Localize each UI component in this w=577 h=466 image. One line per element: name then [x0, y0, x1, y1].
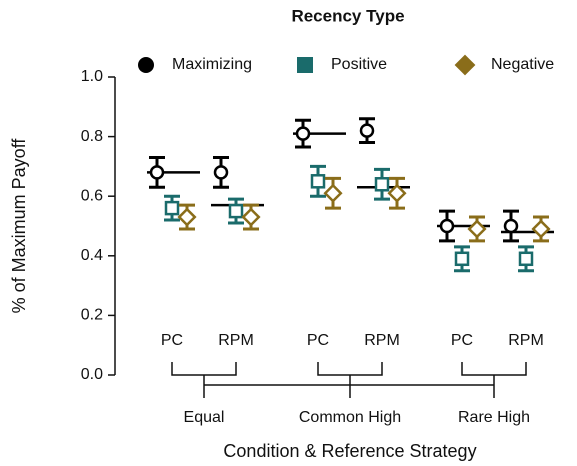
data-point	[164, 200, 180, 216]
data-point	[454, 251, 470, 267]
group-label: Equal	[184, 409, 225, 426]
x-tick-label: PC	[161, 332, 183, 349]
data-point	[359, 123, 375, 138]
group-bracket	[461, 362, 527, 385]
legend-label: Maximizing	[172, 56, 252, 73]
legend-label: Positive	[331, 56, 387, 73]
data-point	[503, 218, 519, 234]
data-point	[323, 183, 343, 203]
legend-marker	[138, 57, 154, 73]
group-label: Rare High	[458, 409, 530, 426]
x-tick-label: PC	[451, 332, 473, 349]
data-point	[149, 165, 165, 180]
y-tick-label: 0.8	[81, 128, 103, 145]
chart-title: Recency Type	[291, 6, 404, 25]
data-point	[374, 177, 390, 192]
x-tick-label: RPM	[364, 332, 400, 349]
data-point	[228, 203, 244, 219]
group-bracket	[317, 362, 383, 385]
legend-marker	[454, 54, 476, 76]
data-point	[213, 165, 229, 180]
y-tick-label: 0.0	[81, 366, 103, 383]
y-tick-label: 0.4	[81, 247, 103, 264]
y-tick-label: 1.0	[81, 68, 103, 85]
data-point	[295, 126, 311, 141]
data-point	[241, 207, 261, 227]
x-tick-label: PC	[307, 332, 329, 349]
data-point	[310, 174, 326, 189]
data-point	[177, 207, 197, 227]
x-axis-label: Condition & Reference Strategy	[223, 441, 476, 461]
data-point	[518, 251, 534, 267]
data-point	[439, 218, 455, 234]
y-tick-label: 0.6	[81, 187, 103, 204]
x-tick-label: RPM	[218, 332, 254, 349]
y-tick-label: 0.2	[81, 307, 103, 324]
data-point	[387, 183, 407, 203]
legend-marker	[297, 57, 313, 73]
data-point	[531, 219, 551, 239]
group-label: Common High	[299, 409, 401, 426]
group-bracket	[171, 362, 237, 385]
legend-label: Negative	[491, 56, 554, 73]
data-point	[467, 219, 487, 239]
x-tick-label: RPM	[508, 332, 544, 349]
y-axis-label: % of Maximum Payoff	[9, 138, 29, 314]
